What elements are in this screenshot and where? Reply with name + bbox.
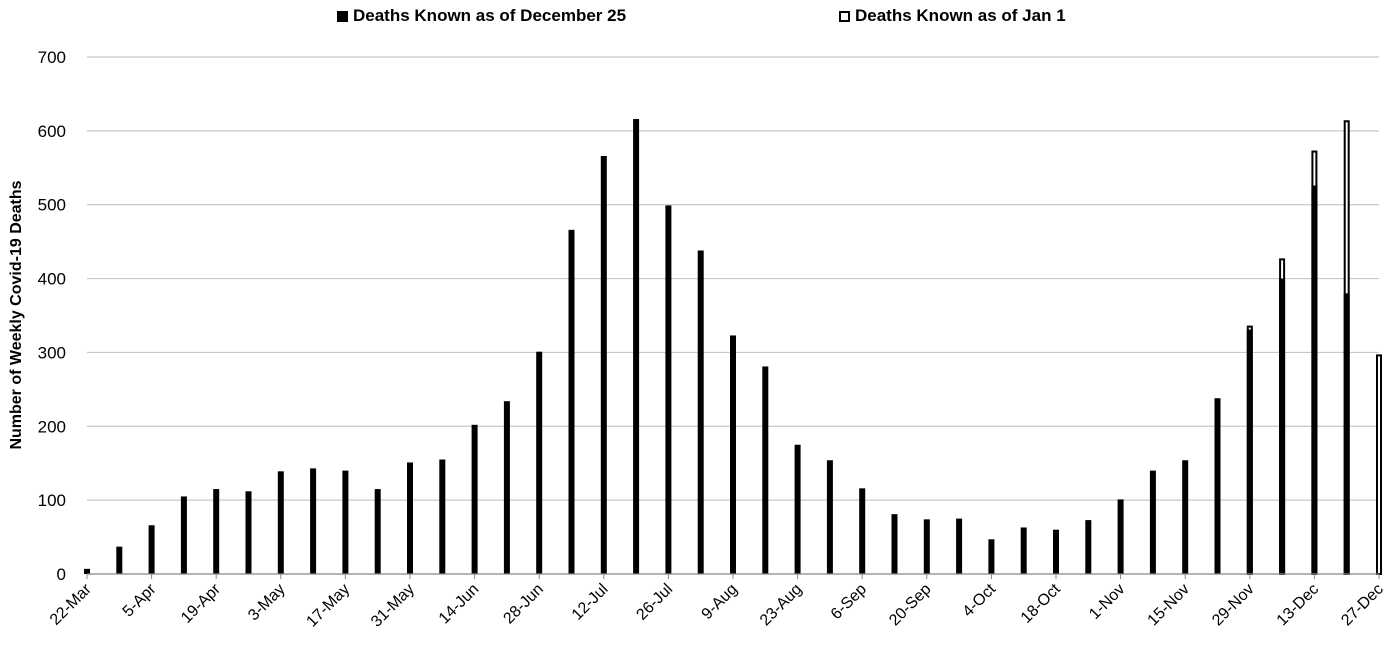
bar-dec25 [568, 229, 575, 574]
x-tick-label: 23-Aug [757, 581, 806, 630]
bar-dec25 [730, 335, 736, 574]
y-tick-label: 100 [38, 491, 66, 510]
x-tick-label: 3-May [245, 581, 288, 624]
x-tick-label: 20-Sep [886, 581, 935, 630]
y-tick-label: 700 [38, 48, 66, 67]
legend-swatch-dec25 [337, 10, 348, 22]
bar-dec25 [374, 489, 381, 574]
x-tick-label: 29-Nov [1209, 581, 1257, 629]
x-tick-label: 19-Apr [178, 580, 224, 626]
bar-dec25 [988, 539, 995, 574]
bar-dec25 [1311, 185, 1318, 575]
y-tick-label: 600 [38, 122, 66, 141]
x-tick-label: 12-Jul [569, 581, 612, 624]
bar-dec25 [245, 491, 252, 574]
legend-label-jan1: Deaths Known as of Jan 1 [855, 6, 1066, 25]
x-tick-label: 27-Dec [1338, 581, 1386, 629]
bar-dec25 [859, 488, 866, 574]
bar-dec25 [310, 468, 317, 574]
x-tick-label: 22-Mar [47, 580, 95, 628]
y-tick-label: 300 [38, 343, 66, 362]
x-tick-label: 4-Oct [960, 580, 1000, 620]
bar-dec25 [1149, 470, 1156, 574]
y-tick-label: 500 [38, 196, 66, 215]
bar-dec25 [180, 496, 187, 574]
x-tick-label: 17-May [303, 581, 353, 631]
bar-dec25 [1279, 278, 1286, 574]
bar-dec25 [471, 424, 478, 574]
x-tick-label: 14-Jun [436, 581, 483, 628]
x-tick-label: 6-Sep [828, 581, 870, 623]
y-tick-label: 400 [38, 270, 66, 289]
bar-dec25 [536, 351, 543, 574]
y-tick-label: 0 [57, 565, 66, 584]
x-tick-label: 28-Jun [500, 581, 547, 628]
bar-dec25 [826, 460, 833, 574]
bar-dec25 [342, 470, 349, 574]
bar-dec25 [923, 519, 930, 574]
x-tick-label: 18-Oct [1018, 580, 1064, 626]
bar-dec25 [439, 459, 446, 574]
bar-dec25 [503, 401, 510, 574]
bar-dec25 [1246, 329, 1253, 574]
bar-dec25 [1343, 293, 1350, 574]
bar-dec25 [665, 205, 672, 574]
bar-dec25 [762, 366, 769, 574]
bar-dec25 [277, 471, 284, 574]
bar-dec25 [956, 518, 963, 574]
y-tick-label: 200 [38, 417, 66, 436]
bar-dec25 [600, 155, 607, 574]
bar-dec25 [213, 489, 220, 574]
legend-swatch-jan1 [839, 10, 850, 22]
x-tick-label: 15-Nov [1145, 581, 1193, 629]
bar-dec25 [633, 119, 640, 574]
x-tick-label: 26-Jul [633, 581, 676, 624]
legend: Deaths Known as of December 25 Deaths Kn… [0, 6, 1395, 28]
bar-dec25 [1020, 527, 1027, 574]
bar-dec25 [407, 462, 413, 574]
x-tick-label: 9-Aug [699, 581, 741, 623]
bar-dec25 [116, 546, 123, 574]
bar-dec25 [84, 568, 90, 574]
x-tick-label: 5-Apr [120, 580, 160, 620]
bar-dec25 [697, 250, 704, 574]
x-tick-label: 13-Dec [1274, 581, 1322, 629]
bar-dec25 [1117, 499, 1124, 574]
bar-dec25 [1182, 460, 1189, 574]
bar-dec25 [891, 514, 898, 574]
legend-item-dec25: Deaths Known as of December 25 [337, 6, 626, 26]
legend-item-jan1: Deaths Known as of Jan 1 [839, 6, 1066, 26]
bar-dec25 [1053, 529, 1059, 574]
x-tick-label: 31-May [368, 581, 418, 631]
bar-dec25 [1214, 398, 1221, 574]
bar-jan1 [1376, 354, 1382, 575]
bar-dec25 [794, 444, 801, 574]
bar-dec25 [148, 525, 155, 574]
bar-dec25 [1085, 520, 1092, 574]
legend-label-dec25: Deaths Known as of December 25 [353, 6, 627, 25]
x-tick-label: 1-Nov [1086, 581, 1128, 623]
